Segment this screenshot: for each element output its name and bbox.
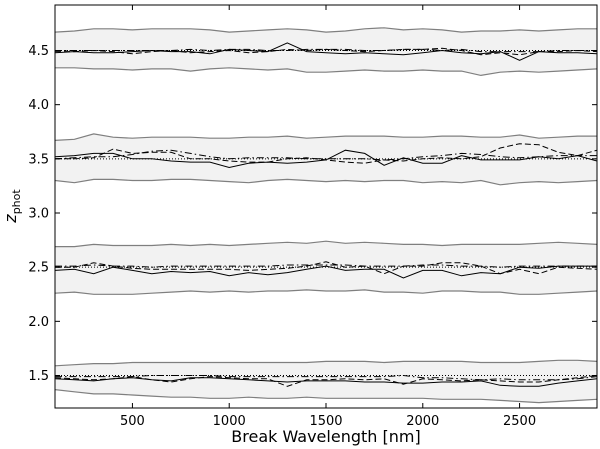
band-lower-edge-1 [55,178,597,186]
y-tick-label: 4.0 [28,98,49,113]
band-upper-edge-2 [55,240,597,248]
y-tick-label: 2.0 [28,315,49,330]
y-tick-label: 2.5 [28,261,49,276]
y-tick-label: 1.5 [28,369,49,384]
dashdot-series-2 [55,264,597,268]
confidence-band-2 [55,241,597,295]
solid-series-2 [55,265,597,279]
y-tick-label: 4.5 [28,44,49,59]
axis-ticks: 500 1000 1500 2000 2500 1.5 2.0 2.5 3.0 3.5 4.0 4.5 [28,5,597,429]
solid-series-0 [55,42,597,61]
confidence-band-3 [55,360,597,403]
band-lower-edge-0 [55,67,597,77]
x-tick-label: 1000 [213,414,246,429]
y-tick-label: 3.0 [28,207,49,222]
confidence-band-0 [55,27,597,76]
x-tick-label: 2000 [406,414,439,429]
plot-area [55,27,597,404]
y-axis-label-main: z [1,214,20,224]
dashed-series-2 [55,261,597,275]
y-tick-label: 3.5 [28,152,49,167]
band-upper-edge-3 [55,359,597,367]
y-axis-label-sub: phot [10,189,23,215]
band-lower-edge-3 [55,389,597,404]
x-tick-label: 1500 [309,414,342,429]
solid-series-3 [55,377,597,387]
dashed-series-0 [55,47,597,56]
solid-series-1 [55,149,597,169]
y-axis-label: zphot [1,189,23,224]
band-upper-edge-1 [55,133,597,141]
x-tick-label: 2500 [503,414,536,429]
dashdot-series-3 [55,374,597,381]
x-tick-label: 500 [120,414,145,429]
band-upper-edge-0 [55,27,597,33]
series-layer [55,27,597,404]
x-axis-label: Break Wavelength [nm] [231,427,420,446]
band-lower-edge-2 [55,289,597,295]
